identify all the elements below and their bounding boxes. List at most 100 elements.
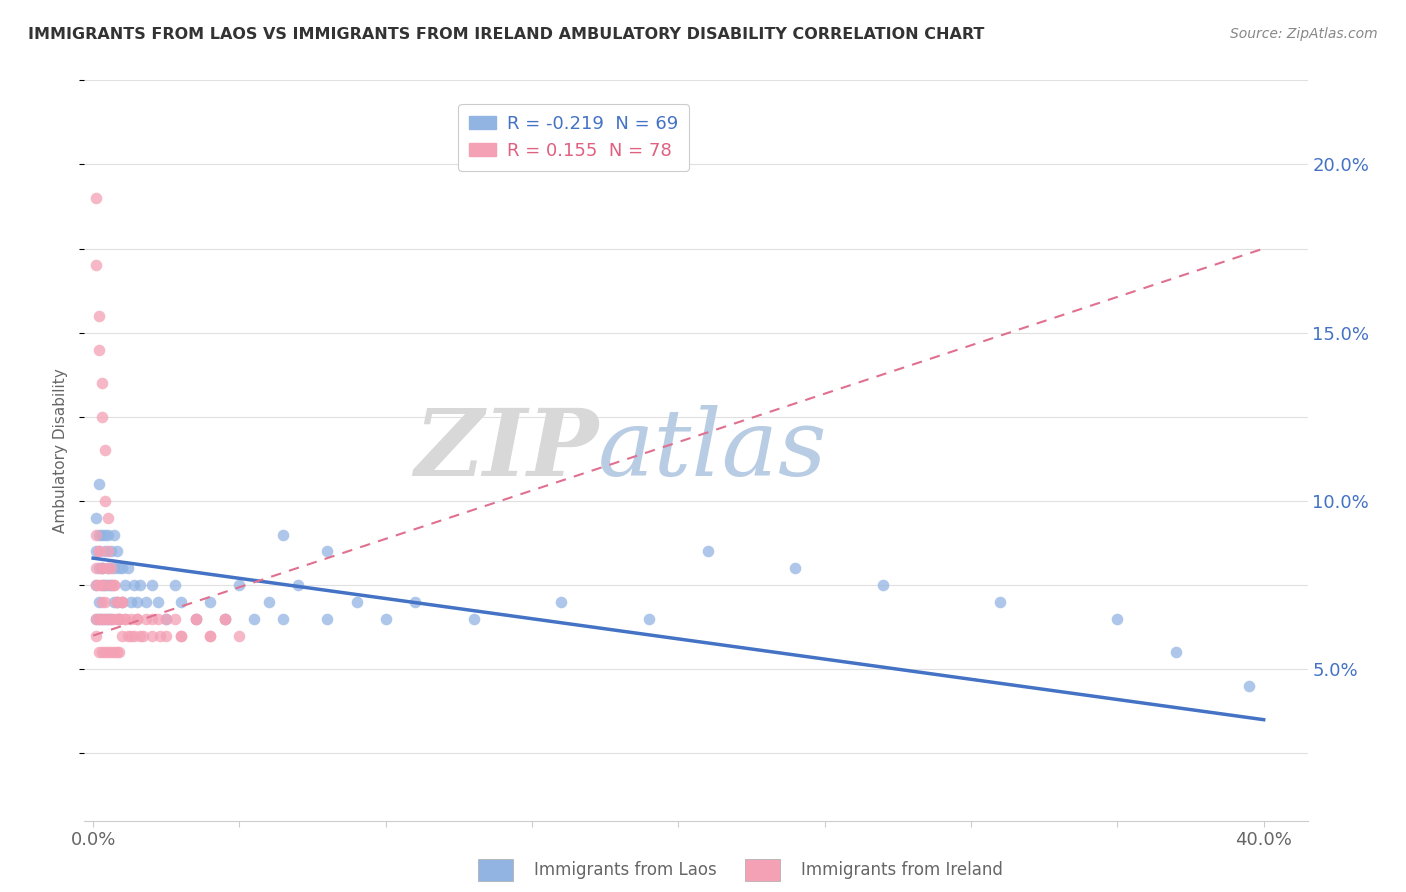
- Point: [90, 595, 112, 609]
- Point: [84, 612, 107, 626]
- Point: [463, 612, 485, 626]
- Point: [1237, 679, 1260, 693]
- Point: [198, 629, 221, 643]
- Point: [122, 578, 145, 592]
- Point: [198, 595, 221, 609]
- Point: [100, 544, 122, 558]
- Point: [97, 561, 120, 575]
- Point: [103, 527, 125, 541]
- Point: [84, 578, 107, 592]
- Point: [100, 612, 122, 626]
- Point: [287, 578, 309, 592]
- Point: [94, 595, 117, 609]
- Point: [87, 561, 110, 575]
- Point: [87, 612, 110, 626]
- Point: [97, 645, 120, 659]
- Point: [105, 595, 128, 609]
- Point: [87, 544, 110, 558]
- Point: [404, 595, 426, 609]
- Point: [122, 629, 145, 643]
- Point: [87, 645, 110, 659]
- Point: [90, 561, 112, 575]
- Point: [129, 629, 152, 643]
- Point: [111, 595, 134, 609]
- Point: [87, 343, 110, 357]
- Point: [105, 645, 128, 659]
- Point: [257, 595, 280, 609]
- Point: [108, 561, 131, 575]
- Point: [100, 578, 122, 592]
- Point: [111, 595, 134, 609]
- Point: [105, 595, 128, 609]
- Point: [97, 578, 120, 592]
- Point: [90, 578, 112, 592]
- Point: [97, 510, 120, 524]
- Point: [90, 409, 112, 424]
- Point: [84, 259, 107, 273]
- Point: [155, 629, 177, 643]
- Point: [316, 544, 339, 558]
- Point: [94, 494, 117, 508]
- Point: [214, 612, 236, 626]
- Text: Immigrants from Ireland: Immigrants from Ireland: [801, 861, 1004, 879]
- Point: [103, 578, 125, 592]
- Point: [129, 578, 152, 592]
- Point: [100, 561, 122, 575]
- Point: [84, 561, 107, 575]
- Point: [165, 612, 187, 626]
- Point: [84, 510, 107, 524]
- Point: [87, 544, 110, 558]
- Point: [120, 629, 142, 643]
- Point: [87, 527, 110, 541]
- Point: [120, 612, 142, 626]
- Point: [125, 612, 148, 626]
- Point: [87, 612, 110, 626]
- Point: [117, 561, 139, 575]
- Point: [132, 629, 155, 643]
- Point: [108, 612, 131, 626]
- Point: [114, 612, 136, 626]
- Point: [135, 595, 157, 609]
- Point: [97, 612, 120, 626]
- Y-axis label: Ambulatory Disability: Ambulatory Disability: [53, 368, 69, 533]
- Point: [170, 629, 193, 643]
- Point: [90, 578, 112, 592]
- Text: ZIP: ZIP: [413, 406, 598, 495]
- Point: [94, 544, 117, 558]
- Point: [94, 578, 117, 592]
- Point: [103, 578, 125, 592]
- Point: [97, 544, 120, 558]
- Point: [228, 578, 250, 592]
- Point: [84, 629, 107, 643]
- Point: [97, 527, 120, 541]
- Point: [170, 629, 193, 643]
- Point: [114, 578, 136, 592]
- Point: [135, 612, 157, 626]
- Point: [90, 376, 112, 391]
- Point: [97, 612, 120, 626]
- Point: [94, 527, 117, 541]
- Point: [97, 561, 120, 575]
- Point: [94, 612, 117, 626]
- Point: [103, 595, 125, 609]
- Point: [117, 629, 139, 643]
- Point: [146, 595, 169, 609]
- Point: [87, 595, 110, 609]
- Point: [125, 612, 148, 626]
- Point: [84, 578, 107, 592]
- Point: [100, 645, 122, 659]
- Point: [90, 561, 112, 575]
- Point: [111, 629, 134, 643]
- Point: [141, 612, 163, 626]
- Point: [87, 578, 110, 592]
- Point: [103, 612, 125, 626]
- Point: [84, 527, 107, 541]
- Point: [105, 612, 128, 626]
- Point: [149, 629, 172, 643]
- Point: [94, 645, 117, 659]
- Point: [550, 595, 572, 609]
- Point: [1107, 612, 1129, 626]
- Point: [111, 561, 134, 575]
- Point: [146, 612, 169, 626]
- Point: [243, 612, 266, 626]
